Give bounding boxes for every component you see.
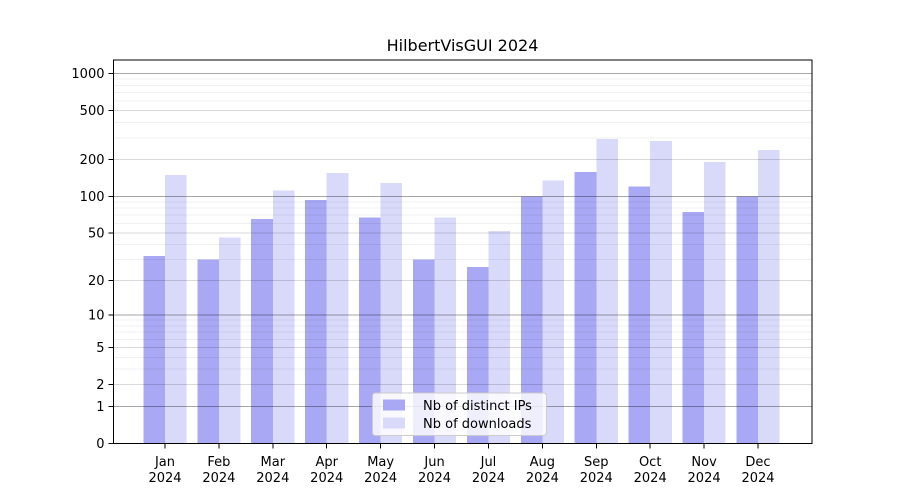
x-tick-label-month: Aug	[530, 455, 555, 470]
x-tick-label-year: 2024	[364, 471, 397, 486]
x-tick-label-month: Oct	[639, 455, 661, 470]
bar-distinct-ips-sep	[574, 171, 597, 444]
bar-distinct-ips-oct	[628, 186, 651, 444]
x-tick-label-year: 2024	[418, 471, 451, 486]
x-tick-label-month: Dec	[745, 455, 770, 470]
bar-downloads-feb	[218, 237, 241, 444]
bar-downloads-jan	[165, 174, 187, 444]
bar-distinct-ips-may	[359, 217, 381, 444]
y-tick-label: 2	[96, 378, 104, 393]
x-tick-label-month: Apr	[315, 455, 338, 470]
y-tick-label: 0	[96, 437, 104, 452]
x-tick-label-month: Sep	[584, 455, 609, 470]
x-tick-label-year: 2024	[472, 471, 505, 486]
bar-downloads-dec	[757, 149, 780, 444]
x-tick-label-year: 2024	[741, 471, 774, 486]
x-tick-label-year: 2024	[310, 471, 343, 486]
chart-title: HilbertVisGUI 2024	[387, 36, 539, 55]
x-tick-label-year: 2024	[256, 471, 289, 486]
x-tick-label-month: Jul	[480, 455, 497, 470]
y-tick-label: 1	[96, 400, 104, 415]
y-tick-label: 20	[88, 274, 105, 289]
x-tick-label-year: 2024	[634, 471, 667, 486]
x-tick-label-month: Jan	[154, 455, 175, 470]
x-tick-label-year: 2024	[580, 471, 613, 486]
bar-downloads-oct	[650, 140, 672, 444]
bar-downloads-sep	[596, 139, 618, 444]
y-tick-label: 50	[88, 226, 105, 241]
bar-distinct-ips-apr	[305, 200, 327, 444]
bar-downloads-jul	[488, 230, 511, 444]
legend-label: Nb of distinct IPs	[423, 399, 532, 414]
legend-swatch-distinct-ips	[383, 399, 405, 411]
x-tick-label-month: Jun	[423, 455, 444, 470]
plot-border	[112, 59, 813, 445]
bar-downloads-nov	[704, 162, 726, 444]
y-tick-label: 200	[80, 153, 105, 168]
x-tick-label-month: Mar	[261, 455, 286, 470]
bar-distinct-ips-jan	[143, 256, 165, 444]
bar-distinct-ips-dec	[736, 196, 758, 444]
y-tick-label: 100	[80, 190, 105, 205]
x-tick-label-year: 2024	[202, 471, 235, 486]
legend-swatch-downloads	[383, 417, 405, 429]
y-tick-label: 1000	[71, 67, 104, 82]
y-tick-label: 500	[80, 104, 105, 119]
bar-distinct-ips-nov	[682, 212, 705, 444]
axes-layer: 01251020501002005001000Jan2024Feb2024Mar…	[71, 59, 813, 486]
legend-label: Nb of downloads	[423, 417, 532, 432]
bar-downloads-jun	[434, 217, 457, 444]
y-tick-label: 5	[96, 341, 104, 356]
x-tick-label-year: 2024	[148, 471, 181, 486]
bar-downloads-aug	[542, 180, 564, 444]
x-tick-label-month: May	[367, 455, 394, 470]
x-tick-label-month: Nov	[691, 455, 717, 470]
grid-layer	[113, 72, 812, 407]
y-tick-label: 10	[88, 309, 105, 324]
legend-box	[372, 392, 547, 436]
legend: Nb of distinct IPs Nb of downloads	[372, 392, 547, 436]
bar-downloads-mar	[272, 190, 295, 444]
bar-distinct-ips-aug	[520, 196, 543, 444]
bar-downloads-may	[380, 183, 403, 444]
x-tick-label-year: 2024	[526, 471, 559, 486]
bar-distinct-ips-feb	[197, 259, 219, 444]
bar-distinct-ips-mar	[251, 219, 273, 444]
x-tick-label-month: Feb	[207, 455, 230, 470]
x-tick-label-year: 2024	[688, 471, 721, 486]
bar-downloads-apr	[326, 173, 349, 444]
